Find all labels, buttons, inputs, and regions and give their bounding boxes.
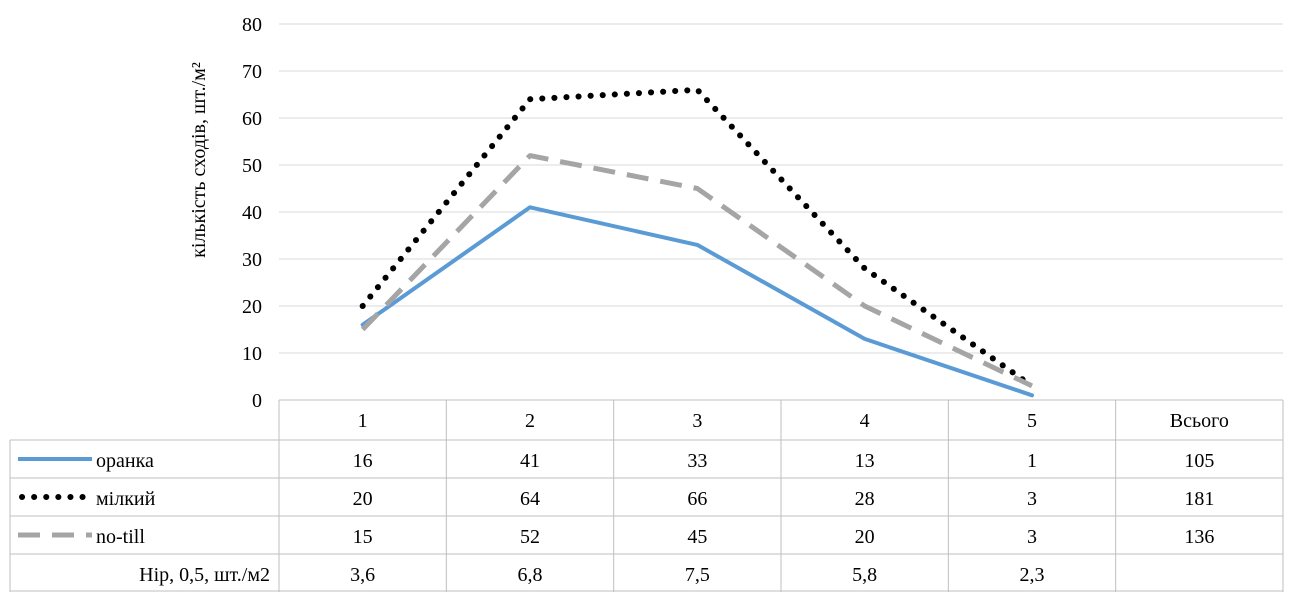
table-cell: 2,3 (1020, 564, 1045, 586)
x-tick-label: 4 (860, 410, 870, 432)
table-cell: 1 (1027, 450, 1037, 472)
table-cell: 52 (520, 526, 540, 548)
series-line-1 (359, 86, 1035, 389)
y-axis: 0 10 20 30 40 50 60 70 80 (242, 14, 262, 412)
table-cell-total: 105 (1184, 450, 1214, 472)
table-cell: 45 (687, 526, 707, 548)
table-cell: 64 (520, 488, 540, 510)
legend-label: no-till (96, 526, 145, 548)
legend-label: оранка (96, 450, 154, 472)
table-cell: 7,5 (685, 564, 710, 586)
x-tick-label: 2 (525, 410, 535, 432)
table-cell: 3 (1027, 488, 1037, 510)
table-cell: 13 (855, 450, 875, 472)
table-cell: 3,6 (350, 564, 375, 586)
x-tick-label: 5 (1027, 410, 1037, 432)
table-cell: 20 (855, 526, 875, 548)
table-cell: 41 (520, 450, 540, 472)
y-tick-label: 20 (242, 296, 262, 318)
table-cell: 28 (855, 488, 875, 510)
table-cell: 33 (687, 450, 707, 472)
series-lines (359, 86, 1035, 398)
table-cell: 6,8 (518, 564, 543, 586)
y-tick-label: 50 (242, 155, 262, 177)
gridlines (279, 23, 1283, 354)
table-cell: 20 (353, 488, 373, 510)
y-axis-label: кількість сходів, шт./м² (188, 62, 210, 258)
table-cell: 16 (353, 450, 373, 472)
series-line-2 (360, 153, 1034, 389)
table-header-total: Всього (1170, 410, 1229, 432)
table-cell: 3 (1027, 526, 1037, 548)
y-tick-label: 30 (242, 249, 262, 271)
table-cell-total: 181 (1184, 488, 1214, 510)
y-tick-label: 10 (242, 343, 262, 365)
y-tick-label: 0 (252, 390, 262, 412)
legend-label: мілкий (96, 488, 156, 510)
table-cell: 15 (353, 526, 373, 548)
y-tick-label: 70 (242, 61, 262, 83)
y-tick-label: 60 (242, 108, 262, 130)
x-tick-label: 3 (692, 410, 702, 432)
table-cell: 66 (687, 488, 707, 510)
y-tick-label: 80 (242, 14, 262, 36)
series-line-0 (360, 205, 1034, 398)
table-cell: 5,8 (852, 564, 877, 586)
y-tick-label: 40 (242, 202, 262, 224)
table-cell-total: 136 (1184, 526, 1214, 548)
x-tick-label: 1 (358, 410, 368, 432)
lsd-row-label: Hip, 0,5, шт./м2 (139, 564, 270, 586)
